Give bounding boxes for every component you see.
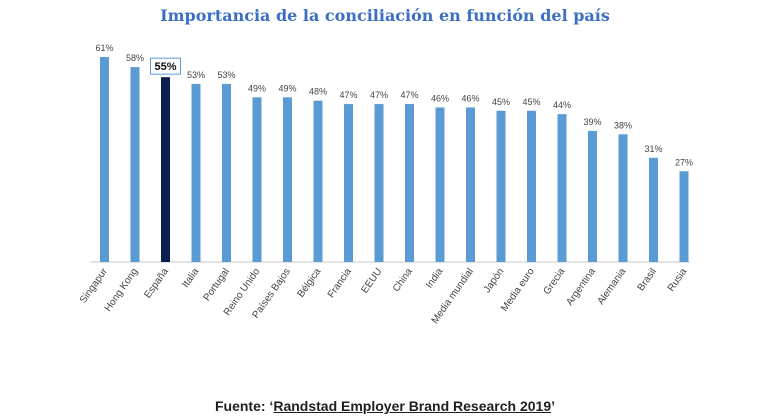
value-label-paises-bajos: 49% [278,83,296,93]
source-name: Randstad Employer Brand Research 2019 [273,398,552,414]
bar-belgica [313,100,323,262]
bar-singapur [100,57,109,262]
value-label-grecia: 44% [553,100,571,110]
value-label-alemania: 38% [614,120,632,130]
bar-china [405,104,414,262]
value-label-italia: 53% [187,70,205,80]
value-label-singapur: 61% [95,43,113,53]
chart-title: Importancia de la conciliación en funció… [160,6,610,25]
category-label-portugal: Portugal [202,266,232,303]
bar-chart: 61% 58% 55% 53% 53% 49% 49% 48% 47% 47% 47% 46% 46% 4… [78,43,693,326]
bar-rusia [679,171,689,262]
value-label-media-mundial: 46% [461,93,479,103]
source-note: Fuente: ‘Randstad Employer Brand Researc… [0,398,770,414]
bar-media-euro [527,110,536,262]
value-label-india: 46% [431,93,449,103]
category-label-singapur: Singapur [78,266,110,306]
value-label-rusia: 27% [675,157,693,167]
bar-hong-kong [130,67,140,262]
highlight-label-box [150,57,181,75]
category-label-argentina: Argentina [564,266,598,308]
value-label-media-euro: 45% [522,97,540,107]
bar-reino-unido [252,97,262,262]
bar-alemania [618,134,628,262]
value-label-francia: 47% [339,90,357,100]
bar-eeuu [374,104,384,262]
category-label-japon: Japón [482,266,507,295]
bar-italia [191,83,201,262]
category-label-francia: Francia [326,266,354,300]
bar-media-mundial [466,107,475,262]
bar-paises-bajos [283,97,292,262]
category-label-rusia: Rusia [666,266,690,294]
value-label-portugal: 53% [217,70,235,80]
category-label-alemania: Alemania [596,266,629,307]
value-label-brasil: 31% [644,144,662,154]
bar-francia [344,104,353,262]
category-label-eeuu: EEUU [360,266,385,295]
bar-grecia [557,114,567,262]
value-label-hong-kong: 58% [126,53,144,63]
value-label-belgica: 48% [309,87,327,97]
source-suffix: ’ [551,398,555,414]
value-label-argentina: 39% [583,117,601,127]
category-label-india: India [424,266,446,290]
value-label-reino-unido: 49% [248,83,266,93]
bar-japon [496,110,506,262]
value-label-eeuu: 47% [370,90,388,100]
bar-espana [161,77,170,262]
category-label-china: China [391,266,415,294]
value-label-china: 47% [400,90,418,100]
bar-india [435,107,445,262]
category-label-belgica: Bélgica [296,266,324,300]
bar-brasil [649,157,658,262]
bars-group [100,57,689,262]
category-label-grecia: Grecia [542,266,568,297]
category-label-brasil: Brasil [636,266,659,293]
category-label-espana: España [142,266,171,300]
value-label-espana: 55% [154,61,176,73]
value-label-japon: 45% [492,97,510,107]
bar-argentina [588,130,597,262]
category-label-italia: Italia [180,266,201,290]
bar-portugal [222,83,231,262]
source-prefix: Fuente: ‘ [214,398,274,414]
value-labels-group: 61% 58% 55% 53% 53% 49% 49% 48% 47% 47% 47% 46% 46% 4… [95,43,693,167]
